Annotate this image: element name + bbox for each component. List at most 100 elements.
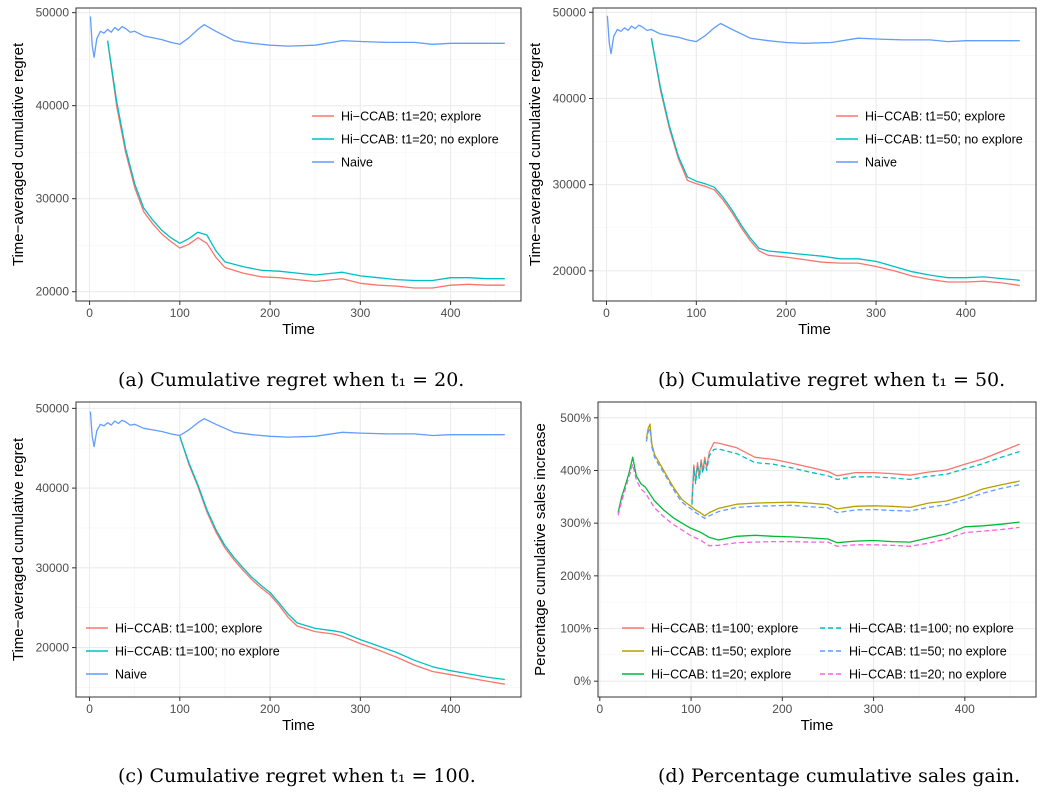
y-tick-label: 30000 (36, 192, 70, 206)
x-tick-label: 300 (350, 702, 370, 716)
y-tick-label: 20000 (553, 264, 587, 278)
chart-panel-c: 0 100 200 300 400 20000 30000 40000 50000 Time Tim… (10, 401, 522, 734)
legend-label-0: Hi−CCAB: t1=50; explore (865, 110, 1005, 124)
series-line-4 (617, 456, 1020, 544)
series-line-0 (179, 436, 505, 685)
legend-label-1: Hi−CCAB: t1=100; no explore (849, 622, 1014, 636)
y-axis-title: Time−averaged cumulative regret (10, 42, 27, 266)
x-tick-label: 0 (86, 702, 93, 716)
x-tick-label: 0 (86, 306, 93, 320)
y-tick-label: 100% (560, 622, 591, 636)
series-line-0 (106, 40, 505, 289)
y-axis-title: Time−averaged cumulative regret (10, 437, 27, 661)
series-line-1 (691, 448, 1020, 505)
legend-label-3: Hi−CCAB: t1=50; no explore (849, 645, 1007, 659)
y-tick-label: 300% (560, 516, 591, 530)
legend: Hi−CCAB: t1=100; explore Hi−CCAB: t1=100;… (622, 622, 1014, 682)
x-tick-label: 200 (260, 702, 280, 716)
legend: Hi−CCAB: t1=50; explore Hi−CCAB: t1=50; n… (836, 110, 1023, 170)
series-line-2 (645, 423, 1020, 517)
legend-label-4: Hi−CCAB: t1=20; explore (651, 668, 791, 682)
x-tick-label: 200 (776, 306, 796, 320)
chart-panel-a: 0 100 200 300 400 20000 30000 40000 50000 Time Tim… (10, 6, 522, 338)
series-line-2 (89, 16, 505, 58)
x-tick-label: 100 (170, 306, 190, 320)
series-line-3 (645, 427, 1020, 520)
ticks: 0 100 200 300 400 20000 30000 40000 50000 (36, 401, 461, 716)
y-tick-label: 30000 (36, 561, 70, 575)
caption-b: (b) Cumulative regret when t₁ = 50. (658, 369, 1005, 391)
panel-border (75, 7, 522, 302)
grid (598, 402, 1036, 697)
series-group (89, 411, 505, 685)
x-axis-title: Time (282, 717, 315, 734)
y-axis-title: Time−averaged cumulative regret (527, 42, 544, 266)
series-line-5 (617, 463, 1020, 547)
y-axis-title: Percentage cumulative sales increase (532, 423, 549, 676)
y-tick-label: 200% (560, 569, 591, 583)
x-tick-label: 100 (170, 702, 190, 716)
y-tick-label: 50000 (36, 6, 70, 20)
caption-a: (a) Cumulative regret when t₁ = 20. (118, 369, 464, 391)
x-tick-label: 300 (866, 306, 886, 320)
series-line-1 (179, 436, 505, 681)
chart-panel-d: 0 100 200 300 400 0% 100% 200% 300% 400% 500% Time P… (532, 401, 1037, 734)
x-tick-label: 0 (603, 306, 610, 320)
caption-c: (c) Cumulative regret when t₁ = 100. (118, 765, 476, 787)
legend-label-2: Hi−CCAB: t1=50; explore (651, 645, 791, 659)
series-group (617, 423, 1020, 547)
series-line-2 (89, 411, 505, 448)
grid (593, 8, 1036, 301)
series-line-0 (650, 38, 1020, 287)
y-tick-label: 20000 (36, 641, 70, 655)
x-tick-label: 400 (441, 306, 461, 320)
x-tick-label: 0 (596, 702, 603, 716)
y-tick-label: 40000 (36, 481, 70, 495)
y-tick-label: 0% (574, 674, 592, 688)
ticks: 0 100 200 300 400 0% 100% 200% 300% 400% 500% (560, 411, 975, 716)
x-tick-label: 100 (686, 306, 706, 320)
y-tick-label: 30000 (553, 178, 587, 192)
y-tick-label: 40000 (36, 99, 70, 113)
panel-border (597, 401, 1037, 698)
chart-panel-b: 0 100 200 300 400 20000 30000 40000 50000 Time Tim… (527, 5, 1037, 338)
legend-label-2: Naive (341, 156, 373, 170)
y-tick-label: 50000 (36, 401, 70, 415)
legend-label-1: Hi−CCAB: t1=20; no explore (341, 133, 499, 147)
y-tick-label: 500% (560, 411, 591, 425)
ticks: 0 100 200 300 400 20000 30000 40000 50000 (36, 6, 461, 320)
series-line-1 (106, 40, 505, 282)
x-tick-label: 400 (955, 702, 975, 716)
x-axis-title: Time (801, 717, 834, 734)
grid (76, 8, 521, 301)
y-tick-label: 400% (560, 463, 591, 477)
panel-border (592, 7, 1037, 302)
legend-label-0: Hi−CCAB: t1=20; explore (341, 110, 481, 124)
legend-label-1: Hi−CCAB: t1=50; no explore (865, 133, 1023, 147)
x-tick-label: 400 (956, 306, 976, 320)
x-tick-label: 300 (864, 702, 884, 716)
x-tick-label: 300 (350, 306, 370, 320)
y-tick-label: 20000 (36, 285, 70, 299)
legend-label-1: Hi−CCAB: t1=100; no explore (115, 645, 280, 659)
panel-border (75, 401, 522, 698)
series-group (606, 15, 1020, 287)
x-axis-title: Time (798, 321, 831, 338)
x-tick-label: 200 (260, 306, 280, 320)
legend-label-0: Hi−CCAB: t1=100; explore (651, 622, 798, 636)
legend-label-5: Hi−CCAB: t1=20; no explore (849, 668, 1007, 682)
legend: Hi−CCAB: t1=100; explore Hi−CCAB: t1=100;… (86, 622, 280, 682)
legend-label-0: Hi−CCAB: t1=100; explore (115, 622, 262, 636)
ticks: 0 100 200 300 400 20000 30000 40000 50000 (553, 5, 977, 320)
series-line-2 (606, 15, 1020, 55)
x-tick-label: 100 (681, 702, 701, 716)
x-tick-label: 200 (772, 702, 792, 716)
series-line-1 (650, 38, 1020, 281)
series-group (89, 16, 505, 289)
caption-d: (d) Percentage cumulative sales gain. (658, 765, 1020, 787)
x-axis-title: Time (282, 321, 315, 338)
grid (76, 402, 521, 697)
legend-label-2: Naive (115, 668, 147, 682)
x-tick-label: 400 (441, 702, 461, 716)
